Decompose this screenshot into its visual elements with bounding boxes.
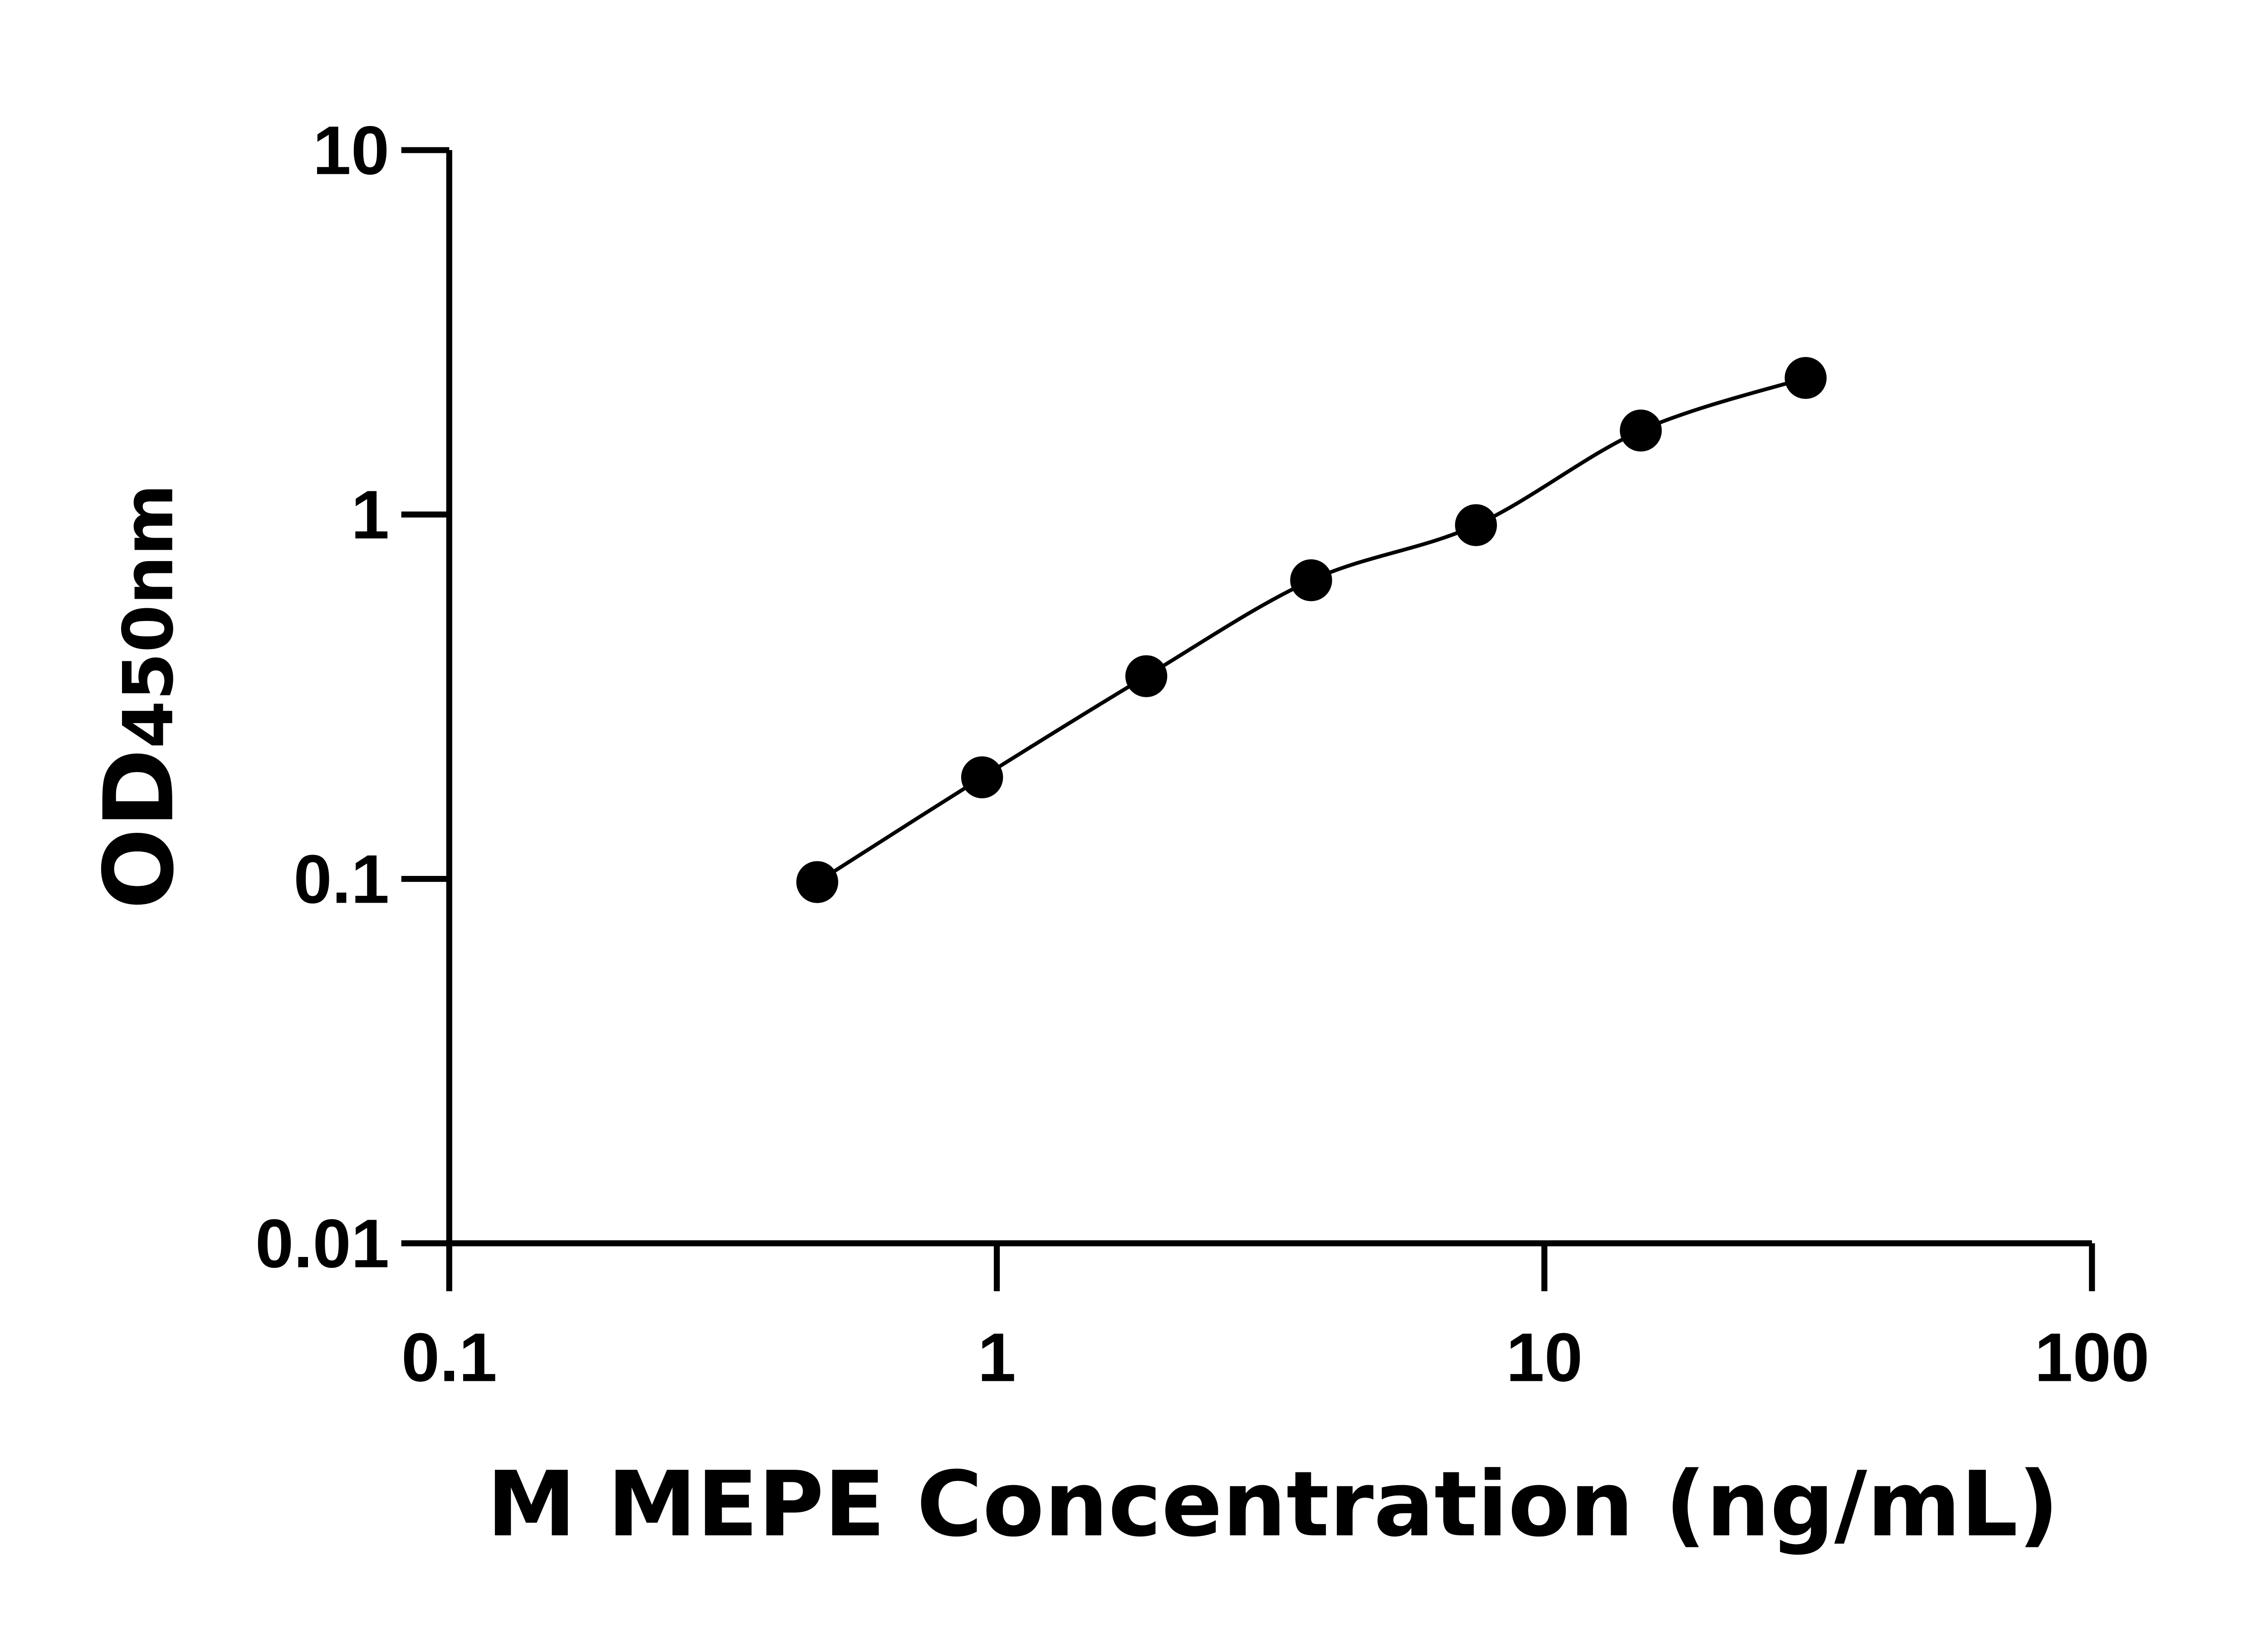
data-points — [796, 357, 1827, 903]
x-axis-label: M MEPE Concentration (ng/mL) — [487, 1452, 2059, 1557]
data-point — [1455, 504, 1497, 546]
y-axis-label: OD450nm — [83, 484, 195, 909]
x-tick-label: 0.1 — [401, 1320, 497, 1396]
fit-curve — [816, 376, 1806, 884]
x-tick-label: 10 — [1506, 1320, 1583, 1396]
y-tick-label: 0.1 — [293, 841, 389, 918]
data-point — [1125, 655, 1168, 697]
y-tick-label: 10 — [313, 112, 389, 189]
y-tick-label: 0.01 — [255, 1206, 390, 1282]
x-tick-label: 100 — [2034, 1320, 2149, 1396]
data-point — [1784, 357, 1827, 399]
data-point — [961, 756, 1003, 798]
y-tick-label: 1 — [351, 477, 389, 553]
data-point — [1290, 559, 1332, 601]
data-point — [796, 861, 838, 903]
data-point — [1620, 409, 1662, 452]
x-tick-label: 1 — [978, 1320, 1016, 1396]
